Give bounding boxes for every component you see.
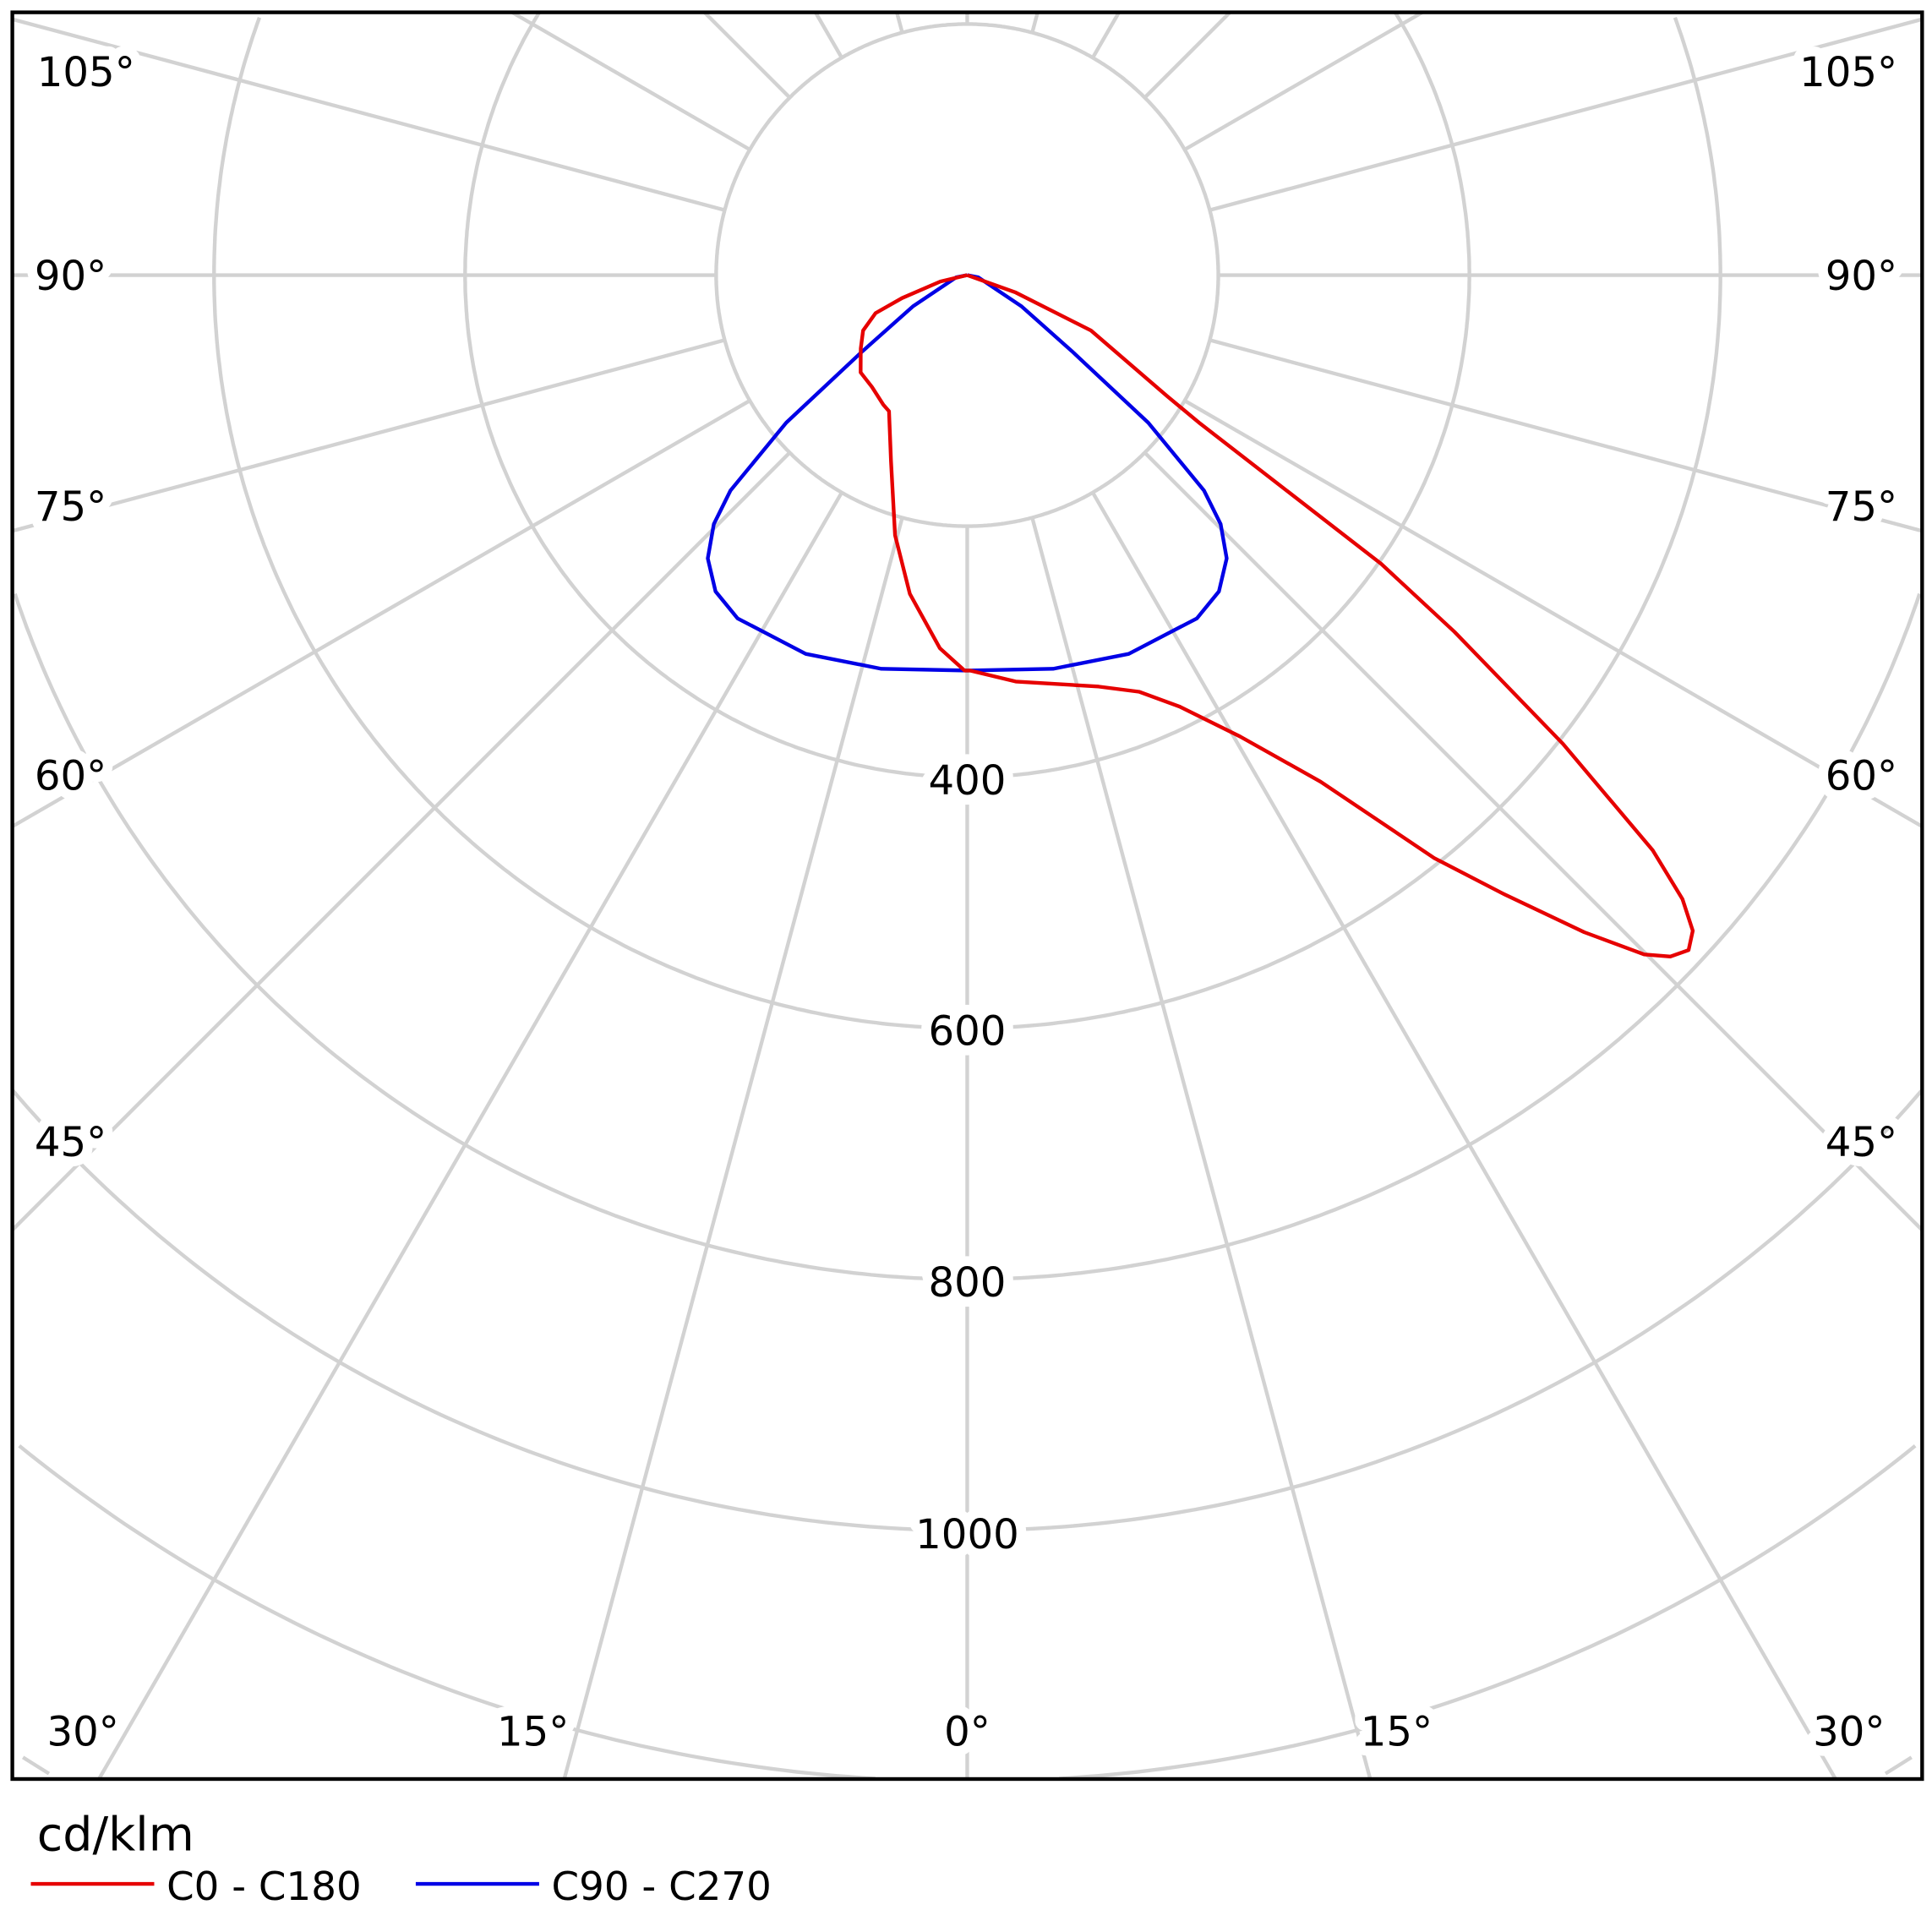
grid-spoke bbox=[562, 516, 904, 1780]
grid-spoke bbox=[12, 17, 726, 212]
grid-ring bbox=[18, 1444, 876, 1781]
grid-spoke bbox=[1209, 17, 1923, 212]
angle-label-right: 90° bbox=[1826, 253, 1897, 300]
grid-spoke bbox=[1183, 399, 1924, 828]
grid-ring bbox=[967, 11, 1471, 779]
grid-spoke bbox=[510, 10, 751, 151]
grid-spoke bbox=[1091, 491, 1837, 1781]
grid-ring bbox=[21, 1755, 51, 1776]
legend-label-c0-c180: C0 - C180 bbox=[166, 1864, 362, 1910]
grid-ring bbox=[13, 592, 968, 1281]
angle-label-left: 105° bbox=[37, 49, 135, 96]
plot-frame bbox=[10, 10, 1924, 1782]
radial-tick-label: 400 bbox=[928, 757, 1006, 805]
grid-ring bbox=[1884, 1755, 1913, 1776]
grid-spoke bbox=[1143, 451, 1924, 1231]
angle-label-left: 45° bbox=[35, 1119, 106, 1166]
grid-spoke bbox=[895, 12, 904, 34]
angle-label-bottom: 0° bbox=[944, 1709, 991, 1756]
grid-spoke bbox=[12, 338, 726, 533]
angle-label-right: 105° bbox=[1799, 49, 1897, 96]
legend: cd/klm C0 - C180 C90 - C270 bbox=[30, 1809, 772, 1910]
grid-ring bbox=[212, 16, 968, 1030]
radial-tick-label: 800 bbox=[928, 1259, 1006, 1307]
angle-label-left: 30° bbox=[46, 1709, 118, 1756]
angle-label-left: 60° bbox=[35, 752, 106, 800]
angle-label-right: 75° bbox=[1826, 483, 1897, 531]
radial-tick-label: 600 bbox=[928, 1007, 1006, 1055]
legend-label-c90-c270: C90 - C270 bbox=[552, 1864, 772, 1910]
grid-ring bbox=[967, 16, 1722, 1030]
polar-grid bbox=[11, 10, 1924, 1781]
grid-spoke bbox=[814, 11, 843, 59]
grid-spoke bbox=[1183, 10, 1424, 151]
angle-label-bottom: 15° bbox=[1361, 1709, 1433, 1756]
grid-spoke bbox=[1209, 338, 1923, 533]
grid-spoke bbox=[1030, 516, 1373, 1780]
angle-label-left: 90° bbox=[35, 253, 106, 300]
grid-spoke bbox=[97, 491, 843, 1781]
radial-tick-labels: 400 600 800 1000 bbox=[906, 747, 1029, 1568]
radial-tick-label: 1000 bbox=[915, 1511, 1019, 1558]
unit-label: cd/klm bbox=[37, 1809, 194, 1863]
angle-label-right: 60° bbox=[1826, 752, 1897, 800]
grid-spoke bbox=[1030, 12, 1040, 34]
angle-label-left: 75° bbox=[35, 483, 106, 531]
curves bbox=[706, 273, 1695, 958]
grid-spoke bbox=[702, 11, 791, 100]
grid-ring bbox=[11, 1089, 968, 1533]
grid-ring bbox=[967, 592, 1922, 1281]
curve-c0-c180 bbox=[859, 273, 1695, 958]
angle-label-bottom: 15° bbox=[497, 1709, 569, 1756]
grid-spoke bbox=[1143, 11, 1231, 100]
grid-ring bbox=[967, 1089, 1924, 1533]
grid-ring bbox=[1059, 1444, 1917, 1781]
angle-labels: 105° 90° 75° 60° 45° 30° 15° 0° 15° 30° … bbox=[25, 40, 1907, 1766]
grid-spoke bbox=[1091, 11, 1121, 59]
grid-spoke bbox=[11, 399, 751, 828]
angle-label-bottom: 30° bbox=[1813, 1709, 1885, 1756]
angle-label-right: 45° bbox=[1826, 1119, 1897, 1166]
grid-ring bbox=[463, 11, 968, 779]
grid-spoke bbox=[11, 451, 791, 1231]
